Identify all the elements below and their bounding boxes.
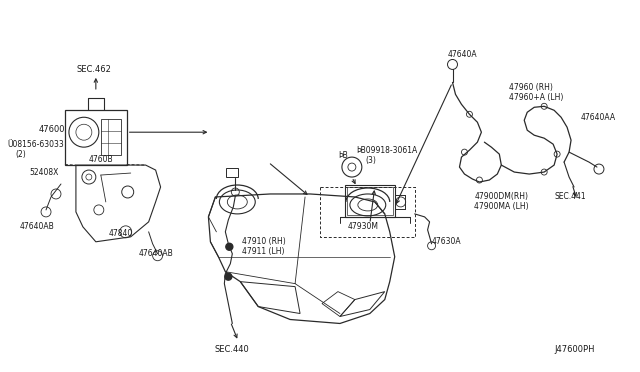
Bar xyxy=(347,187,393,215)
Text: J47600PH: J47600PH xyxy=(554,345,595,354)
Text: 47640AB: 47640AB xyxy=(19,222,54,231)
Text: SEC.441: SEC.441 xyxy=(554,192,586,202)
Text: (2): (2) xyxy=(15,150,26,158)
Circle shape xyxy=(225,273,232,280)
Bar xyxy=(345,185,395,217)
Text: 47960 (RH): 47960 (RH) xyxy=(509,83,553,92)
Text: 47900DM(RH): 47900DM(RH) xyxy=(474,192,529,202)
Text: 47640AA: 47640AA xyxy=(581,113,616,122)
Text: ÞB: ÞB xyxy=(338,151,348,160)
Circle shape xyxy=(226,243,233,250)
Text: 47930M: 47930M xyxy=(348,222,379,231)
Bar xyxy=(65,110,127,164)
Text: 47600: 47600 xyxy=(39,125,65,134)
Bar xyxy=(227,168,238,177)
Text: 47640AB: 47640AB xyxy=(139,249,173,258)
Text: 47911 (LH): 47911 (LH) xyxy=(243,247,285,256)
Text: ÞB09918-3061A: ÞB09918-3061A xyxy=(356,145,417,155)
Text: 47840: 47840 xyxy=(109,229,133,238)
Bar xyxy=(101,119,121,155)
Text: 52408X: 52408X xyxy=(29,167,58,177)
Text: 4760B: 4760B xyxy=(89,155,113,164)
Text: 47640A: 47640A xyxy=(447,50,477,59)
Text: 47960+A (LH): 47960+A (LH) xyxy=(509,93,564,102)
Text: (3): (3) xyxy=(366,155,377,164)
Text: SEC.462: SEC.462 xyxy=(76,65,111,74)
Text: Ü08156-63033: Ü08156-63033 xyxy=(7,140,64,149)
Text: 47900MA (LH): 47900MA (LH) xyxy=(474,202,529,211)
Text: SEC.440: SEC.440 xyxy=(215,345,250,354)
Text: 47630A: 47630A xyxy=(431,237,461,246)
Text: 47910 (RH): 47910 (RH) xyxy=(243,237,286,246)
